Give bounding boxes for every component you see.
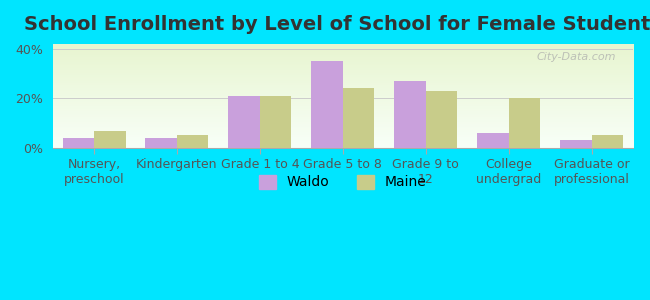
- Legend: Waldo, Maine: Waldo, Maine: [254, 169, 432, 195]
- Bar: [62, 138, 94, 148]
- Text: City-Data.com: City-Data.com: [536, 52, 616, 62]
- Bar: [592, 136, 623, 148]
- Bar: [426, 91, 457, 148]
- Bar: [509, 98, 540, 148]
- Bar: [146, 138, 177, 148]
- Bar: [477, 133, 509, 148]
- Bar: [177, 136, 209, 148]
- Bar: [228, 96, 260, 148]
- Bar: [395, 81, 426, 148]
- Bar: [260, 96, 291, 148]
- Bar: [311, 61, 343, 148]
- Bar: [560, 140, 592, 148]
- Title: School Enrollment by Level of School for Female Students: School Enrollment by Level of School for…: [24, 15, 650, 34]
- Bar: [94, 130, 125, 148]
- Bar: [343, 88, 374, 148]
